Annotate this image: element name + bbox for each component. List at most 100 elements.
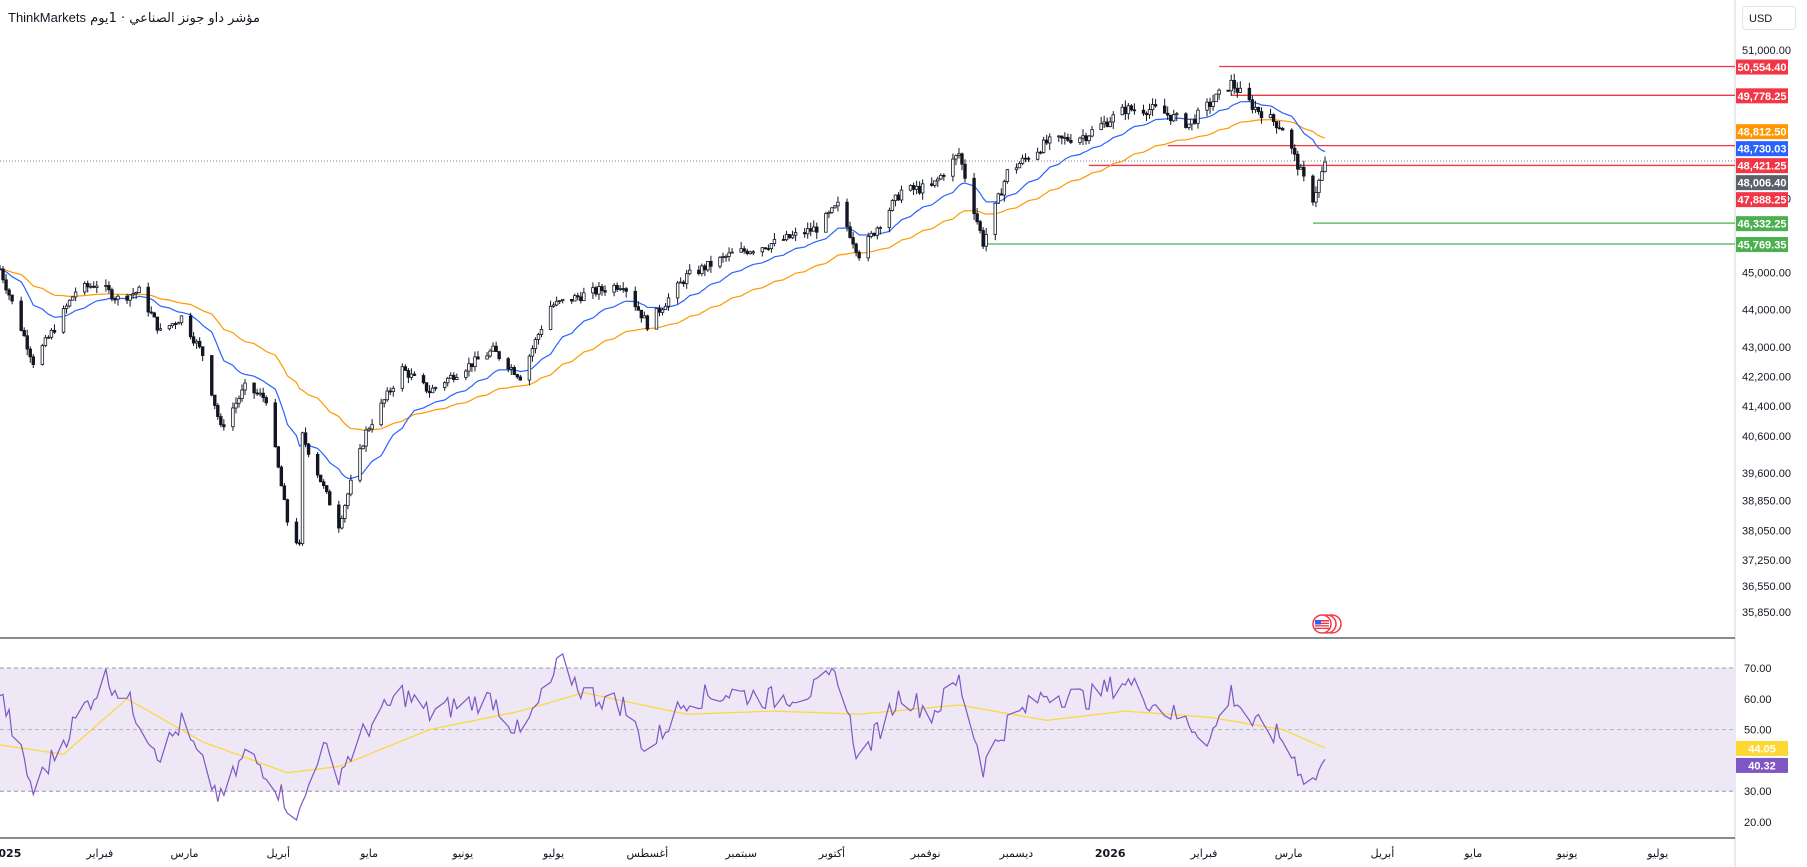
rsi-tick-label: 70.00 [1744,663,1772,675]
candle-body [285,499,290,523]
candle-body [1129,105,1134,111]
candle-body [297,542,302,545]
candle-body [152,312,156,318]
candle-body [1314,192,1318,203]
candle-body [391,387,395,392]
rsi-axis[interactable]: 70.00 60.00 50.00 30.00 20.00 [1744,663,1772,829]
candle-body [210,355,214,396]
time-tick-label: فبراير [85,847,113,860]
candle-body [512,367,516,375]
candle-body [787,234,792,239]
candle-body [1238,87,1242,93]
candle-body [1111,114,1115,123]
price-axis[interactable]: 51,000.0047,000.0045,000.0044,000.0043,0… [1742,45,1791,619]
candle-body [294,521,299,544]
candle-body [276,446,281,468]
candle-body [442,382,447,388]
rsi-value-tag [1736,740,1788,756]
time-tick-label: 2026 [1095,847,1126,860]
candle-body [551,304,556,307]
time-tick-label: أبريل [1371,846,1395,860]
candle-body [1141,109,1146,114]
candle-body [125,295,129,301]
price-tag [1736,158,1788,174]
time-axis[interactable]: 2025 فبراير مارس أبريل مايو يونيو يوليو أغسطس سب… [0,846,1668,860]
candle-body [878,227,883,230]
price-tick-label: 38,850.00 [1742,496,1791,508]
candle-body [999,193,1004,196]
candle-body [240,389,244,399]
candle-body [657,308,662,313]
candle-body [95,285,99,288]
currency-button[interactable]: USD [1742,6,1796,30]
price-tick-label: 36,550.00 [1742,581,1791,593]
candle-body [1123,106,1128,115]
candle-body [951,158,955,177]
candle-body [1290,129,1294,149]
candle-body [688,269,692,275]
rsi-tags: 44.05 40.32 [1736,740,1788,773]
candle-body [802,232,807,235]
candles [0,73,1327,546]
candle-body [536,334,541,340]
candle-body [896,194,901,201]
candle-body [364,429,368,447]
candle-body [527,355,532,381]
candle-body [745,250,749,255]
candle-body [321,481,326,487]
candle-body [343,505,347,519]
candle-body [557,300,562,303]
candle-body [191,336,196,344]
candle-body [621,288,625,291]
candle-body [1017,163,1022,169]
candle-body [1150,104,1155,110]
time-tick-label: نوفمبر [910,847,941,860]
candle-body [73,291,78,298]
price-tag [1736,175,1788,191]
candle-body [612,284,616,293]
broker-name: ThinkMarkets [8,10,87,25]
candle-body [449,374,453,379]
candle-body [591,287,595,294]
candle-body [7,289,11,296]
price-tick-label: 35,850.00 [1742,607,1791,619]
candle-body [25,335,29,350]
candle-body [1214,93,1218,103]
candle-body [600,286,604,291]
candle-body [188,315,193,338]
candle-body [1023,157,1028,160]
candle-body [146,286,150,313]
candle-body [255,392,259,395]
candle-body [92,285,96,288]
time-tick-label: سبتمبر [724,847,757,860]
candle-body [848,226,852,238]
candle-body [1271,114,1276,123]
candle-body [1280,128,1285,131]
candle-body [1147,109,1152,116]
candle-body [1020,157,1025,164]
candle-body [930,183,934,186]
candle-body [1132,109,1137,112]
price-tick-label: 40,600.00 [1742,431,1791,443]
time-tick-label: 2025 [0,847,21,860]
candle-body [809,228,813,232]
candle-body [427,390,432,394]
candle-body [993,202,997,235]
candle-body [194,340,199,344]
candle-body [936,178,940,182]
candle-body [1078,137,1082,143]
candle-body [1105,121,1109,127]
horizontal-levels[interactable] [983,65,1735,245]
candle-body [509,367,513,370]
us-flag-event-icon[interactable] [1312,614,1346,634]
price-tag-label: 48,006.40 [1738,178,1787,190]
candle-body [1250,99,1255,110]
candle-body [4,279,8,291]
candle-body [1296,153,1300,170]
candle-body [1190,118,1194,125]
candle-body [942,174,946,177]
candle-body [812,226,816,232]
candle-body [446,377,450,384]
candle-body [325,485,329,493]
